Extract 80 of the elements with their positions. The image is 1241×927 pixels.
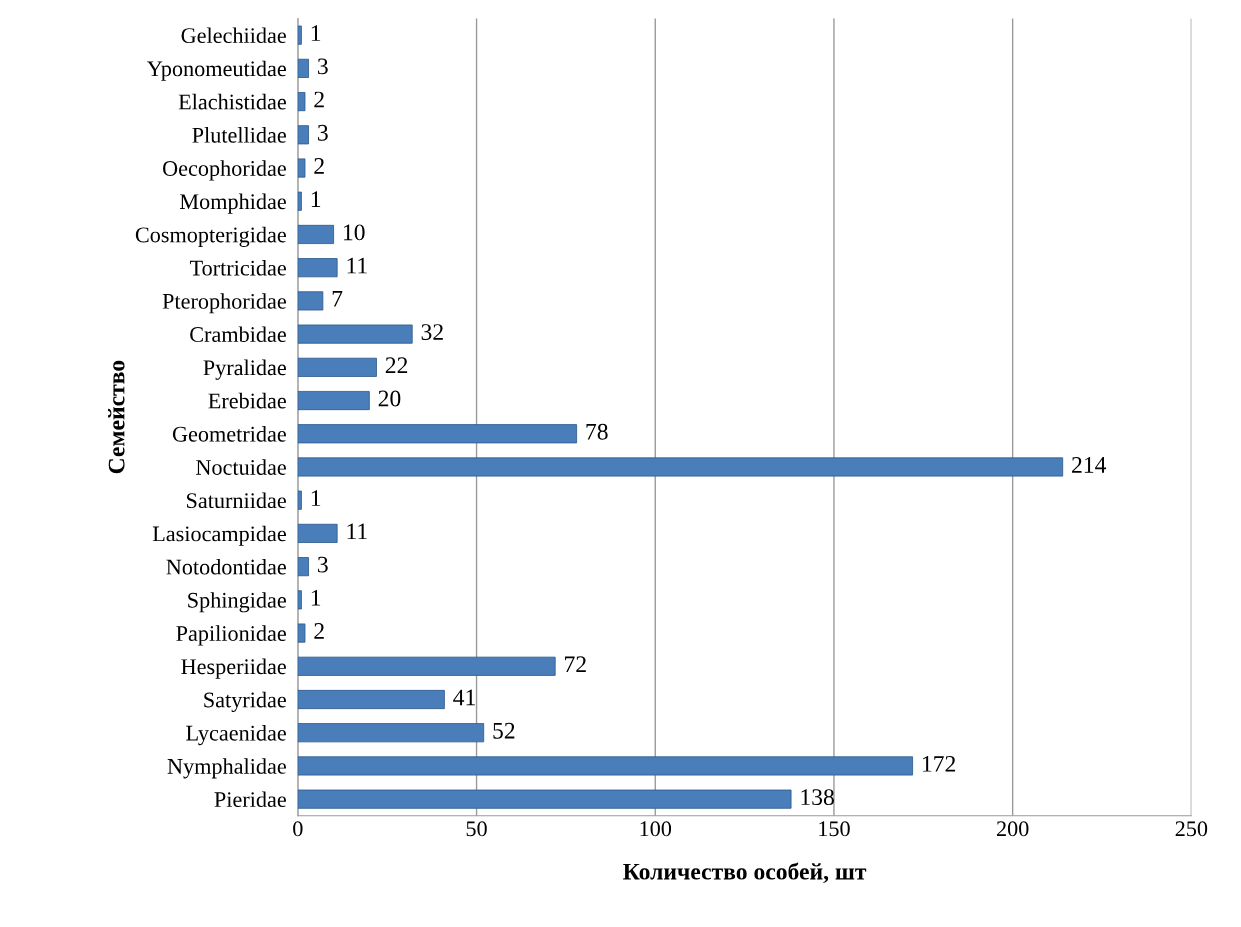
bar <box>297 723 485 743</box>
y-tick-label: Tortricidae <box>189 259 286 276</box>
x-tick-label: 50 <box>466 821 487 837</box>
y-tick-label: Pyralidae <box>203 359 286 380</box>
y-tick-label: Cosmopterigidae <box>135 226 286 247</box>
data-label: 1 <box>311 589 321 606</box>
y-tick-label: Plutellidae <box>192 127 286 143</box>
bar <box>297 357 377 377</box>
bar <box>297 424 578 444</box>
data-label: 138 <box>801 789 834 806</box>
y-tick-label: Lycaenidae <box>186 725 286 746</box>
bar <box>297 58 309 78</box>
data-label: 1 <box>311 490 321 506</box>
y-tick-label: Satyridae <box>204 691 286 712</box>
data-label: 72 <box>565 656 586 672</box>
y-tick-label: Crambidae <box>190 326 286 343</box>
y-tick-label: Momphidae <box>179 193 286 214</box>
y-tick-label: Papilionidae <box>176 625 286 646</box>
y-tick-label: Pterophoridae <box>162 293 286 314</box>
x-tick-label: 150 <box>819 821 850 837</box>
data-label: 7 <box>332 291 343 307</box>
x-tick-label: 200 <box>996 821 1029 837</box>
data-label: 2 <box>314 158 324 174</box>
bar <box>297 689 445 710</box>
y-tick-label: Lasiocampidae <box>152 525 286 546</box>
data-label: 1 <box>311 25 321 41</box>
y-tick-label: Elachistidae <box>178 93 286 110</box>
y-tick-label: Hesperiidae <box>181 658 286 679</box>
bar <box>297 158 306 178</box>
bar <box>297 125 309 145</box>
y-tick-label: Notodontidae <box>166 558 286 575</box>
bar <box>297 224 334 245</box>
y-tick-label: Erebidae <box>208 392 286 409</box>
data-label: 3 <box>318 58 328 75</box>
data-label: 214 <box>1072 457 1107 473</box>
y-tick-label: Geometridae <box>172 426 286 442</box>
y-tick-label: Yponomeutidae <box>147 60 286 81</box>
data-label: 3 <box>318 556 328 573</box>
x-axis-title: Количество особей, шт <box>623 862 867 884</box>
data-label: 172 <box>922 755 956 772</box>
bar <box>297 623 306 643</box>
bar <box>297 457 1064 477</box>
data-label: 11 <box>347 523 367 540</box>
y-tick-label: Gelechiidae <box>181 27 286 44</box>
y-tick-label: Pieridae <box>214 791 286 808</box>
bar <box>297 191 302 211</box>
data-label: 41 <box>453 689 475 706</box>
bar <box>297 25 302 45</box>
bar <box>297 324 413 344</box>
data-label: 78 <box>586 423 608 440</box>
y-tick-label: Sphingidae <box>188 592 286 613</box>
y-tick-label: Noctuidae <box>196 459 286 475</box>
bar <box>297 92 306 112</box>
data-label: 3 <box>318 124 328 141</box>
bar <box>297 258 338 278</box>
data-label: 11 <box>347 257 367 274</box>
y-axis-title: Семейство <box>108 360 125 474</box>
bar <box>297 656 556 676</box>
y-tick-label: Oecophoridae <box>163 160 286 181</box>
bar <box>297 756 913 776</box>
data-label: 1 <box>311 191 321 207</box>
data-label: 32 <box>421 324 443 341</box>
x-tick-label: 0 <box>293 821 303 837</box>
bar <box>297 291 324 311</box>
data-label: 20 <box>378 390 401 407</box>
x-tick-label: 250 <box>1175 821 1208 837</box>
x-tick-label: 100 <box>640 821 672 837</box>
y-tick-label: Nymphalidae <box>167 758 286 779</box>
data-label: 10 <box>343 224 365 241</box>
bar <box>297 390 370 411</box>
bar <box>297 789 792 809</box>
data-label: 2 <box>314 91 324 108</box>
data-label: 52 <box>493 722 515 739</box>
bar <box>297 590 302 610</box>
bar <box>297 490 302 510</box>
y-tick-label: Saturniidae <box>187 492 286 509</box>
bar <box>297 523 338 543</box>
data-label: 22 <box>385 357 408 373</box>
data-label: 2 <box>314 623 324 639</box>
bar <box>297 557 309 577</box>
